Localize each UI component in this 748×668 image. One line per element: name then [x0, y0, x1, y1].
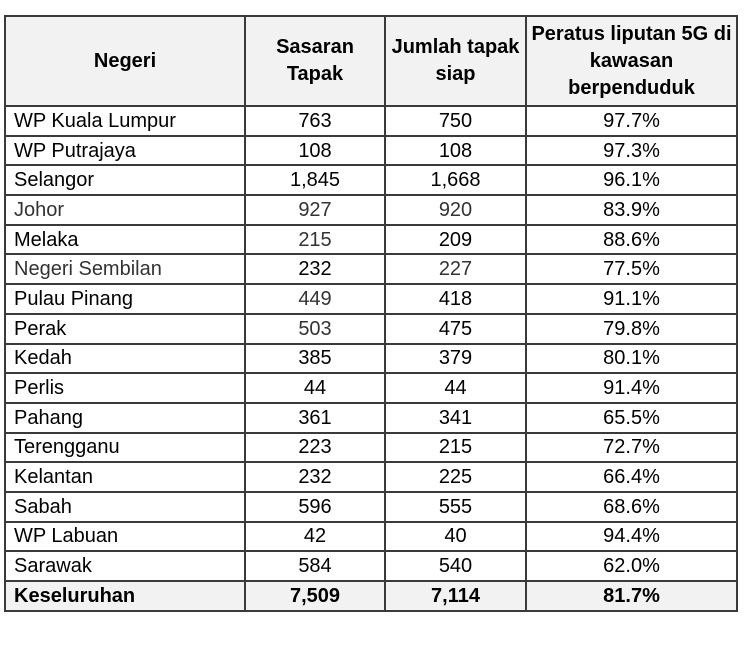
ready-cell: 341 [384, 401, 527, 434]
ready-cell: 209 [384, 223, 527, 256]
state-cell: WP Putrajaya [4, 134, 246, 167]
state-cell: Sabah [4, 490, 246, 523]
target-cell: 449 [244, 283, 386, 315]
target-cell: 223 [244, 431, 386, 464]
ready-cell: 40 [384, 520, 527, 553]
target-cell: 44 [244, 372, 386, 404]
total-row: Keseluruhan 7,509 7,114 81.7% [4, 580, 738, 612]
ready-cell: 418 [384, 283, 527, 315]
state-cell: Perlis [4, 372, 246, 404]
table-row: Pulau Pinang 449 418 91.1% [4, 283, 738, 315]
state-cell: Melaka [4, 223, 246, 256]
target-cell: 108 [244, 134, 386, 167]
state-cell: Kelantan [4, 461, 246, 493]
table-row: WP Putrajaya 108 108 97.3% [4, 134, 738, 167]
table-row: Negeri Sembilan 232 227 77.5% [4, 253, 738, 286]
pct-cell: 97.7% [525, 105, 738, 137]
state-cell: WP Kuala Lumpur [4, 105, 246, 137]
target-cell: 763 [244, 105, 386, 137]
header-state: Negeri [4, 15, 246, 107]
ready-cell: 215 [384, 431, 527, 464]
table-row: Selangor 1,845 1,668 96.1% [4, 164, 738, 197]
ready-cell: 475 [384, 312, 527, 345]
state-cell: Kedah [4, 342, 246, 375]
pct-cell: 94.4% [525, 520, 738, 553]
table-row: Sabah 596 555 68.6% [4, 490, 738, 523]
total-pct: 81.7% [525, 580, 738, 612]
pct-cell: 68.6% [525, 490, 738, 523]
total-ready: 7,114 [384, 580, 527, 612]
total-target: 7,509 [244, 580, 386, 612]
ready-cell: 227 [384, 253, 527, 286]
table-row: Pahang 361 341 65.5% [4, 401, 738, 434]
state-cell: Pulau Pinang [4, 283, 246, 315]
ready-cell: 1,668 [384, 164, 527, 197]
target-cell: 596 [244, 490, 386, 523]
header-coverage-pct: Peratus liputan 5G di kawasan berpendudu… [525, 15, 738, 107]
target-cell: 215 [244, 223, 386, 256]
pct-cell: 97.3% [525, 134, 738, 167]
pct-cell: 79.8% [525, 312, 738, 345]
ready-cell: 44 [384, 372, 527, 404]
table-body: WP Kuala Lumpur 763 750 97.7% WP Putraja… [4, 105, 738, 612]
table-row: Johor 927 920 83.9% [4, 194, 738, 226]
pct-cell: 91.4% [525, 372, 738, 404]
table-row: WP Labuan 42 40 94.4% [4, 520, 738, 553]
state-cell: Perak [4, 312, 246, 345]
pct-cell: 66.4% [525, 461, 738, 493]
state-cell: Pahang [4, 401, 246, 434]
table-row: Terengganu 223 215 72.7% [4, 431, 738, 464]
target-cell: 361 [244, 401, 386, 434]
pct-cell: 77.5% [525, 253, 738, 286]
target-cell: 503 [244, 312, 386, 345]
state-cell: Selangor [4, 164, 246, 197]
table-row: Kelantan 232 225 66.4% [4, 461, 738, 493]
pct-cell: 91.1% [525, 283, 738, 315]
ready-cell: 225 [384, 461, 527, 493]
target-cell: 232 [244, 253, 386, 286]
pct-cell: 65.5% [525, 401, 738, 434]
table-header: Negeri Sasaran Tapak Jumlah tapak siap P… [4, 15, 738, 107]
target-cell: 232 [244, 461, 386, 493]
ready-cell: 555 [384, 490, 527, 523]
pct-cell: 80.1% [525, 342, 738, 375]
state-cell: Terengganu [4, 431, 246, 464]
table-row: Perlis 44 44 91.4% [4, 372, 738, 404]
pct-cell: 88.6% [525, 223, 738, 256]
state-cell: Johor [4, 194, 246, 226]
ready-cell: 750 [384, 105, 527, 137]
total-label: Keseluruhan [4, 580, 246, 612]
table-row: Perak 503 475 79.8% [4, 312, 738, 345]
target-cell: 584 [244, 550, 386, 582]
ready-cell: 379 [384, 342, 527, 375]
header-ready-sites: Jumlah tapak siap [384, 15, 527, 107]
table-row: Kedah 385 379 80.1% [4, 342, 738, 375]
target-cell: 927 [244, 194, 386, 226]
ready-cell: 920 [384, 194, 527, 226]
state-cell: WP Labuan [4, 520, 246, 553]
table-row: Sarawak 584 540 62.0% [4, 550, 738, 582]
state-cell: Sarawak [4, 550, 246, 582]
pct-cell: 62.0% [525, 550, 738, 582]
target-cell: 385 [244, 342, 386, 375]
header-target-sites: Sasaran Tapak [244, 15, 386, 107]
header-row: Negeri Sasaran Tapak Jumlah tapak siap P… [4, 15, 738, 107]
table-row: WP Kuala Lumpur 763 750 97.7% [4, 105, 738, 137]
pct-cell: 72.7% [525, 431, 738, 464]
pct-cell: 83.9% [525, 194, 738, 226]
ready-cell: 108 [384, 134, 527, 167]
target-cell: 1,845 [244, 164, 386, 197]
ready-cell: 540 [384, 550, 527, 582]
state-cell: Negeri Sembilan [4, 253, 246, 286]
5g-coverage-table: Negeri Sasaran Tapak Jumlah tapak siap P… [4, 15, 738, 612]
pct-cell: 96.1% [525, 164, 738, 197]
target-cell: 42 [244, 520, 386, 553]
table-row: Melaka 215 209 88.6% [4, 223, 738, 256]
